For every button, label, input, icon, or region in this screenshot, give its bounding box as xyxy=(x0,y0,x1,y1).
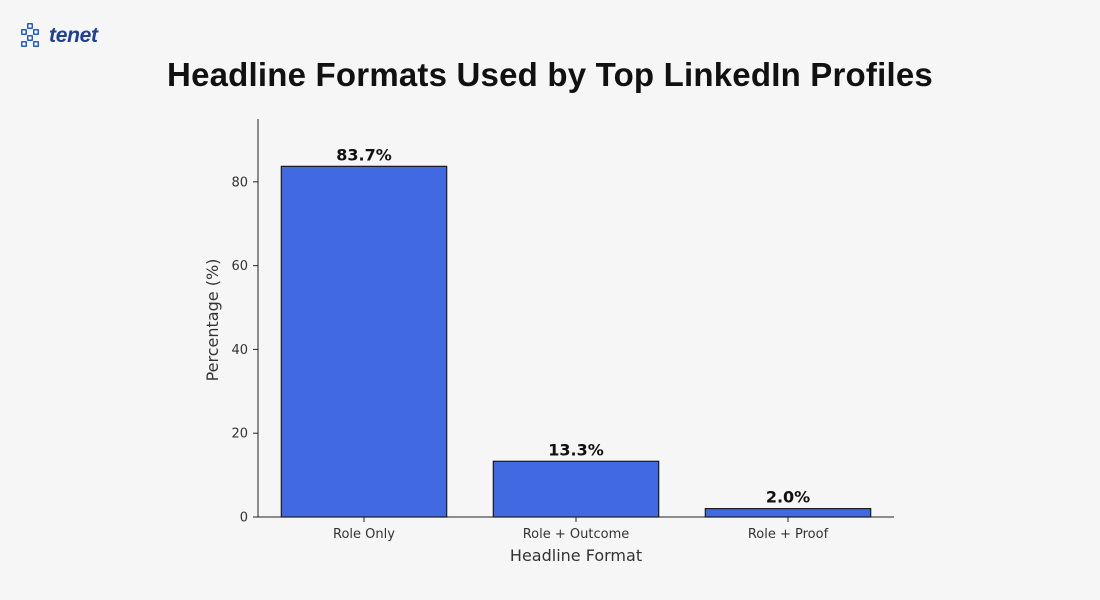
y-axis-label: Percentage (%) xyxy=(203,259,222,382)
y-tick-label: 0 xyxy=(240,511,248,526)
x-tick-label: Role + Outcome xyxy=(523,527,630,542)
logo-text: tenet xyxy=(49,24,98,47)
bar-value-label: 13.3% xyxy=(548,440,604,459)
y-tick-label: 80 xyxy=(231,175,248,190)
tenet-logo-icon xyxy=(21,23,39,47)
bar xyxy=(280,165,448,518)
chart-title: Headline Formats Used by Top LinkedIn Pr… xyxy=(167,56,933,93)
x-tick-label: Role Only xyxy=(333,527,395,542)
x-tick-label: Role + Proof xyxy=(748,527,829,542)
brand-logo: tenet xyxy=(18,22,98,50)
bar xyxy=(704,508,872,518)
y-tick-label: 60 xyxy=(231,259,248,274)
x-axis-label: Headline Format xyxy=(510,546,642,565)
bar xyxy=(492,460,660,518)
y-tick-label: 40 xyxy=(231,343,248,358)
y-tick-label: 20 xyxy=(231,427,248,442)
bar-value-label: 83.7% xyxy=(336,145,392,164)
bar-value-label: 2.0% xyxy=(766,488,810,507)
